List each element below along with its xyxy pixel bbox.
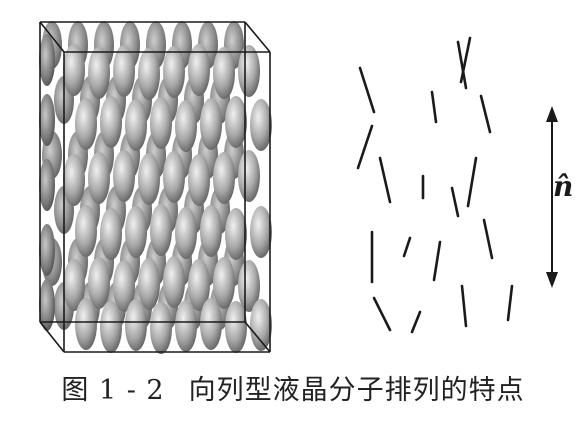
molecules-front-layer [39,34,272,354]
director-label: n̂ [553,170,574,203]
molecule-ellipsoid [100,301,122,353]
molecule-ellipsoid [200,98,222,150]
molecule-ellipsoid [88,257,110,309]
molecule-ellipsoid [188,259,210,311]
molecule-ellipsoid [63,44,85,96]
rod-segment [460,284,468,328]
molecule-ellipsoid [163,151,185,203]
rod-segment [410,310,422,334]
molecule-ellipsoid [250,206,272,258]
rod-segment [358,66,376,114]
rod-segment [430,90,438,124]
molecule-ellipsoid [213,152,235,204]
rod-segment [450,186,460,218]
director-arrow-head-up [546,106,558,122]
molecule-ellipsoid [39,224,55,276]
molecule-ellipsoid [225,301,247,353]
molecule-ellipsoid [75,298,97,350]
molecule-ellipsoid [213,47,235,99]
director-arrow [546,106,558,288]
molecule-ellipsoid [175,100,197,152]
bounding-box [39,21,271,353]
rod-segment [466,156,478,208]
molecule-ellipsoid [188,154,210,206]
molecule-ellipsoid [138,258,160,310]
rod-segment [378,156,392,204]
box-edge [39,21,65,53]
rod-segment [432,240,442,282]
molecule-ellipsoid [200,205,222,257]
rod-segment [456,40,468,90]
rod-segment [372,296,392,332]
molecule-ellipsoid [113,45,135,97]
molecule-ellipsoid [138,153,160,205]
molecule-ellipsoid [63,154,85,206]
rod-segment [402,236,412,258]
molecule-ellipsoid [250,99,272,151]
caption-text: 向列型液晶分子排列的特点 [188,375,525,406]
molecule-ellipsoid [39,34,55,86]
molecule-ellipsoid [150,302,172,354]
molecule-ellipsoid [113,150,135,202]
molecule-ellipsoid [188,44,210,96]
molecule-ellipsoid [100,208,122,260]
molecule-ellipsoid [100,96,122,148]
molecule-ellipsoid [175,207,197,259]
rod-segment [482,218,494,260]
molecule-ellipsoid [125,206,147,258]
molecule-ellipsoid [113,260,135,312]
molecule-ellipsoid [88,47,110,99]
molecule-ellipsoid [200,298,222,350]
box-edge [244,321,271,353]
molecule-ellipsoid [150,97,172,149]
rod-segment [506,284,514,322]
box-edge [244,21,271,53]
molecule-ellipsoid [225,208,247,260]
molecule-ellipsoid [63,259,85,311]
molecule-ellipsoid [39,279,55,331]
molecular-model-illustration [39,21,272,354]
box-edge [39,321,65,353]
molecule-ellipsoid [138,48,160,100]
molecule-ellipsoid [213,257,235,309]
molecule-ellipsoid [125,99,147,151]
director-arrow-head-down [546,272,558,288]
molecule-ellipsoid [238,150,260,202]
rod-schematic [356,36,514,334]
molecule-ellipsoid [75,205,97,257]
molecule-ellipsoid [150,204,172,256]
molecule-ellipsoid [163,46,185,98]
rod-segment [356,124,374,170]
molecule-ellipsoid [88,152,110,204]
figure-caption: 图 1 - 2 向列型液晶分子排列的特点 [0,368,586,407]
rod-segment [459,36,472,84]
molecule-ellipsoid [225,96,247,148]
molecule-ellipsoid [238,45,260,97]
molecule-ellipsoid [238,260,260,312]
molecule-ellipsoid [39,94,55,146]
rod-segment [479,94,492,134]
molecule-ellipsoid [75,98,97,150]
molecule-ellipsoid [39,159,55,211]
molecule-ellipsoid [125,299,147,351]
caption-number: 图 1 - 2 [61,375,165,406]
molecule-ellipsoid [175,300,197,352]
molecule-ellipsoid [163,256,185,308]
molecule-ellipsoid [250,299,272,351]
